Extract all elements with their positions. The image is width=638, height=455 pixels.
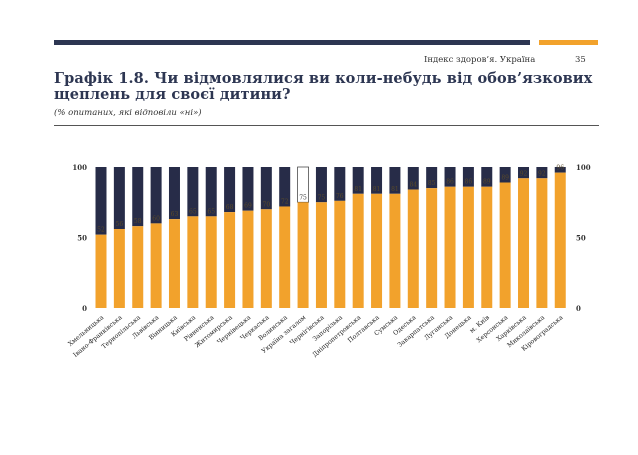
bar-no-answer xyxy=(132,226,144,308)
bar-no-answer xyxy=(260,209,272,308)
bar-no-answer xyxy=(389,193,401,308)
bar-remainder xyxy=(334,167,346,201)
bar-value-label: 70 xyxy=(263,201,271,208)
bar-remainder xyxy=(187,167,199,217)
bar-remainder xyxy=(242,167,254,211)
bar-value-label: 60 xyxy=(152,215,160,222)
bar-no-answer xyxy=(554,172,566,308)
bar-remainder xyxy=(444,167,456,187)
bar-remainder xyxy=(132,167,144,227)
page-number: 35 xyxy=(575,55,586,65)
bar-no-answer xyxy=(95,234,107,308)
bar-remainder xyxy=(150,167,162,224)
bar-value-label: 85 xyxy=(428,180,436,187)
bar-no-answer xyxy=(224,212,236,308)
bar-value-label: 89 xyxy=(501,175,509,182)
bar-remainder xyxy=(95,167,107,235)
bar-remainder xyxy=(518,167,530,179)
bar-no-answer xyxy=(187,216,199,308)
bar-value-label: 84 xyxy=(409,182,417,189)
bar-no-answer xyxy=(168,219,180,308)
bar-remainder xyxy=(499,167,511,183)
bar-value-label: 92 xyxy=(520,170,528,177)
bar-remainder xyxy=(426,167,438,189)
bar-no-answer xyxy=(334,200,346,308)
bar-value-label: 75 xyxy=(318,194,326,201)
y-tick-label-right: 100 xyxy=(576,163,591,172)
bar-no-answer xyxy=(297,202,309,308)
bar-value-label: 56 xyxy=(116,221,124,228)
y-tick-label-left: 0 xyxy=(82,304,87,313)
chart-heading: Графік 1.8. Чи відмовлялися ви коли-небу… xyxy=(54,70,593,103)
bar-remainder xyxy=(260,167,272,210)
bar-no-answer xyxy=(371,193,383,308)
bar-value-label: 68 xyxy=(226,204,234,211)
bar-no-answer xyxy=(426,188,438,308)
bar-value-label: 86 xyxy=(446,179,454,186)
bar-value-label: 63 xyxy=(171,211,179,218)
bar-value-label: 96 xyxy=(556,165,564,172)
bar-remainder xyxy=(315,167,327,203)
bar-no-answer xyxy=(150,223,162,308)
bar-no-answer xyxy=(444,186,456,308)
report-title: Індекс здоров’я. Україна xyxy=(424,55,536,65)
bar-no-answer xyxy=(407,189,419,308)
bar-value-label: 81 xyxy=(391,186,399,193)
bar-value-label: 65 xyxy=(189,208,197,215)
bar-value-label: 76 xyxy=(336,193,344,200)
y-tick-label-left: 100 xyxy=(72,163,87,172)
bar-no-answer xyxy=(499,182,511,308)
bar-no-answer xyxy=(352,193,364,308)
y-tick-label-right: 0 xyxy=(576,304,581,313)
bar-no-answer xyxy=(279,206,291,308)
y-tick-label-right: 50 xyxy=(576,234,586,243)
bar-no-answer xyxy=(536,178,548,308)
bar-value-label: 52 xyxy=(97,227,105,234)
bar-value-label: 69 xyxy=(244,203,252,210)
bar-value-label: 58 xyxy=(134,218,142,225)
bar-remainder xyxy=(205,167,217,217)
bar-remainder xyxy=(407,167,419,190)
bar-remainder xyxy=(371,167,383,194)
bar-no-answer xyxy=(113,229,125,308)
bar-remainder xyxy=(224,167,236,213)
bar-value-label: 72 xyxy=(281,198,289,205)
header-bar-dark xyxy=(54,40,530,45)
bar-no-answer xyxy=(481,186,493,308)
bar-remainder xyxy=(389,167,401,194)
bar-no-answer xyxy=(518,178,530,308)
bar-remainder xyxy=(168,167,180,220)
bar-no-answer xyxy=(205,216,217,308)
bar-value-label: 75 xyxy=(299,194,307,201)
bar-value-label: 65 xyxy=(207,208,215,215)
bar-no-answer xyxy=(462,186,474,308)
bar-remainder xyxy=(481,167,493,187)
header-bar-accent xyxy=(539,40,598,45)
title-divider xyxy=(54,125,599,126)
bar-remainder xyxy=(113,167,125,230)
bar-no-answer xyxy=(315,202,327,308)
bar-remainder xyxy=(536,167,548,179)
bar-remainder xyxy=(462,167,474,187)
bar-remainder xyxy=(352,167,364,194)
bar-value-label: 92 xyxy=(538,170,546,177)
chart-subtitle: (% опитаних, які відповіли «ні») xyxy=(54,108,202,118)
bar-value-label: 89 xyxy=(483,179,491,186)
bar-no-answer xyxy=(242,210,254,308)
bar-remainder xyxy=(554,167,566,173)
bar-value-label: 86 xyxy=(465,179,473,186)
bar-remainder xyxy=(279,167,291,207)
bar-value-label: 81 xyxy=(354,186,362,193)
y-tick-label-left: 50 xyxy=(77,234,87,243)
bar-value-label: 81 xyxy=(373,186,381,193)
